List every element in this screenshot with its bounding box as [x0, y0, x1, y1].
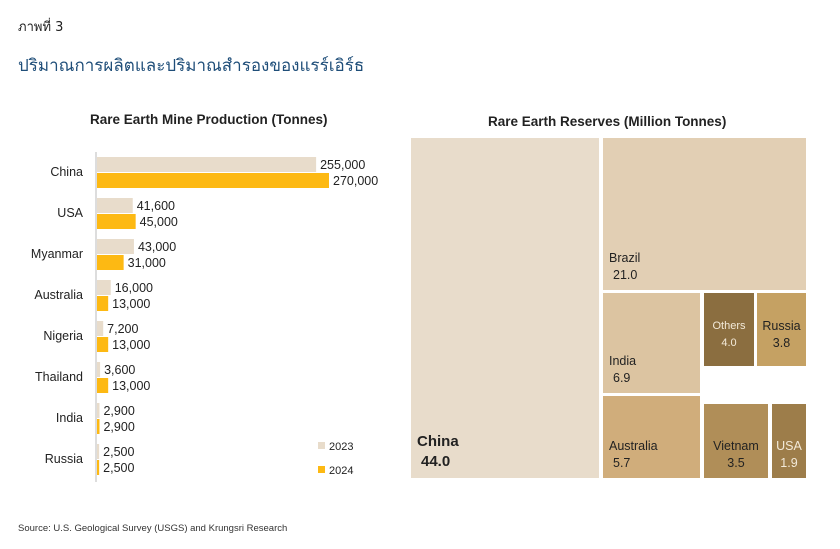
legend-swatch-2023 — [318, 442, 325, 449]
bar-2023 — [97, 321, 104, 336]
treemap-cell-australia: Australia 5.7 — [603, 396, 700, 478]
treemap-label: USA — [776, 439, 802, 453]
bar-2024 — [97, 460, 100, 475]
category-label: Nigeria — [43, 329, 83, 343]
treemap-cell-brazil: Brazil 21.0 — [603, 138, 806, 290]
treemap-value: 3.8 — [772, 336, 791, 350]
category-label: USA — [57, 206, 83, 220]
bar-2024 — [97, 419, 100, 434]
category-label: India — [56, 411, 83, 425]
treemap-value: 21.0 — [613, 268, 638, 282]
data-label: 45,000 — [140, 215, 178, 229]
treemap-label: Brazil — [609, 251, 641, 265]
treemap-cell-india: India 6.9 — [603, 293, 700, 393]
figure-label: ภาพที่ 3 — [18, 20, 64, 35]
data-label: 2,500 — [103, 461, 134, 475]
treemap-value: 5.7 — [613, 456, 631, 470]
treemap-title: Rare Earth Reserves (Million Tonnes) — [488, 114, 727, 129]
data-label: 43,000 — [138, 240, 176, 254]
treemap-label: Australia — [609, 439, 658, 453]
bar-2023 — [97, 239, 134, 254]
bar-2024 — [97, 378, 109, 393]
treemap-cell-china: China 44.0 — [411, 138, 599, 478]
data-label: 13,000 — [112, 379, 150, 393]
legend-swatch-2024 — [318, 466, 325, 473]
bar-2023 — [97, 362, 101, 377]
treemap-value: 6.9 — [613, 371, 631, 385]
data-label: 31,000 — [128, 256, 166, 270]
data-label: 41,600 — [137, 199, 175, 213]
bar-2024 — [97, 296, 109, 311]
data-label: 255,000 — [320, 158, 365, 172]
data-label: 2,900 — [103, 404, 134, 418]
page-title: ปริมาณการผลิตและปริมาณสำรองของแรร์เอิร์ธ — [18, 56, 365, 76]
bar-chart-title: Rare Earth Mine Production (Tonnes) — [90, 112, 328, 127]
treemap-label: Vietnam — [713, 439, 759, 453]
treemap-cell-usa: USA 1.9 — [772, 404, 806, 478]
treemap-label: India — [609, 354, 637, 368]
bar-2023 — [97, 403, 100, 418]
source-note: Source: U.S. Geological Survey (USGS) an… — [18, 523, 288, 534]
category-label: Myanmar — [31, 247, 83, 261]
bar-chart: China 255,000 270,000 USA 41,600 45,000 Myanma… — [31, 152, 378, 482]
treemap-value: 44.0 — [421, 453, 451, 470]
legend-label: 2023 — [329, 441, 353, 453]
treemap-label: China — [417, 433, 459, 450]
treemap-value: 3.5 — [727, 456, 745, 470]
data-label: 13,000 — [112, 297, 150, 311]
data-label: 7,200 — [107, 322, 138, 336]
category-label: China — [50, 165, 83, 179]
treemap-value: 4.0 — [721, 337, 737, 349]
data-label: 16,000 — [115, 281, 153, 295]
category-label: Russia — [45, 452, 83, 466]
bar-2023 — [97, 444, 100, 459]
treemap-cell-others: Others 4.0 — [704, 293, 754, 366]
treemap-cell-russia: Russia 3.8 — [757, 293, 806, 366]
category-label: Australia — [34, 288, 83, 302]
bar-2024 — [97, 214, 136, 229]
treemap-cell-vietnam: Vietnam 3.5 — [704, 404, 768, 478]
data-label: 2,500 — [103, 445, 134, 459]
bar-2023 — [97, 157, 317, 172]
category-label: Thailand — [35, 370, 83, 384]
legend-label: 2024 — [329, 465, 353, 477]
data-label: 13,000 — [112, 338, 150, 352]
data-label: 2,900 — [103, 420, 134, 434]
bar-2024 — [97, 173, 329, 188]
bar-2024 — [97, 337, 109, 352]
treemap-label: Others — [712, 320, 746, 332]
bar-2023 — [97, 198, 133, 213]
data-label: 3,600 — [104, 363, 135, 377]
data-label: 270,000 — [333, 174, 378, 188]
bar-2024 — [97, 255, 124, 270]
treemap-label: Russia — [762, 319, 801, 333]
treemap-value: 1.9 — [780, 456, 798, 470]
bar-2023 — [97, 280, 111, 295]
